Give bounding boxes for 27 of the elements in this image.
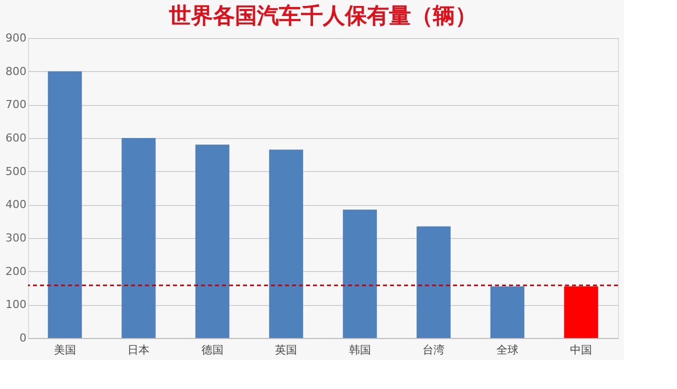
x-tick-label: 日本 (128, 344, 150, 356)
y-tick-label: 600 (6, 132, 26, 144)
y-tick-label: 0 (20, 332, 26, 344)
x-tick-label: 美国 (54, 344, 76, 356)
y-tick-label: 700 (6, 98, 26, 112)
bar (195, 144, 230, 338)
y-tick-label: 200 (6, 264, 26, 278)
bar (490, 286, 524, 338)
x-tick-label: 英国 (275, 344, 298, 356)
y-tick-label: 900 (6, 32, 26, 44)
y-tick-label: 800 (6, 64, 26, 78)
x-tick-label: 德国 (201, 344, 224, 356)
y-tick-label: 300 (6, 232, 26, 244)
bar (416, 226, 451, 338)
x-tick-label: 中国 (570, 344, 592, 356)
y-tick-label: 100 (6, 298, 26, 312)
bar (342, 210, 377, 338)
x-tick-label: 韩国 (348, 344, 371, 356)
bar (564, 286, 598, 338)
bar (122, 138, 156, 338)
y-tick-label: 500 (6, 164, 26, 178)
chart-title: 世界各国汽车千人保有量（辆） (168, 3, 477, 29)
x-tick-label: 全球 (496, 344, 518, 356)
bar (48, 71, 82, 338)
bar (269, 150, 304, 338)
y-tick-label: 400 (6, 198, 26, 212)
x-tick-label: 台湾 (422, 344, 445, 356)
